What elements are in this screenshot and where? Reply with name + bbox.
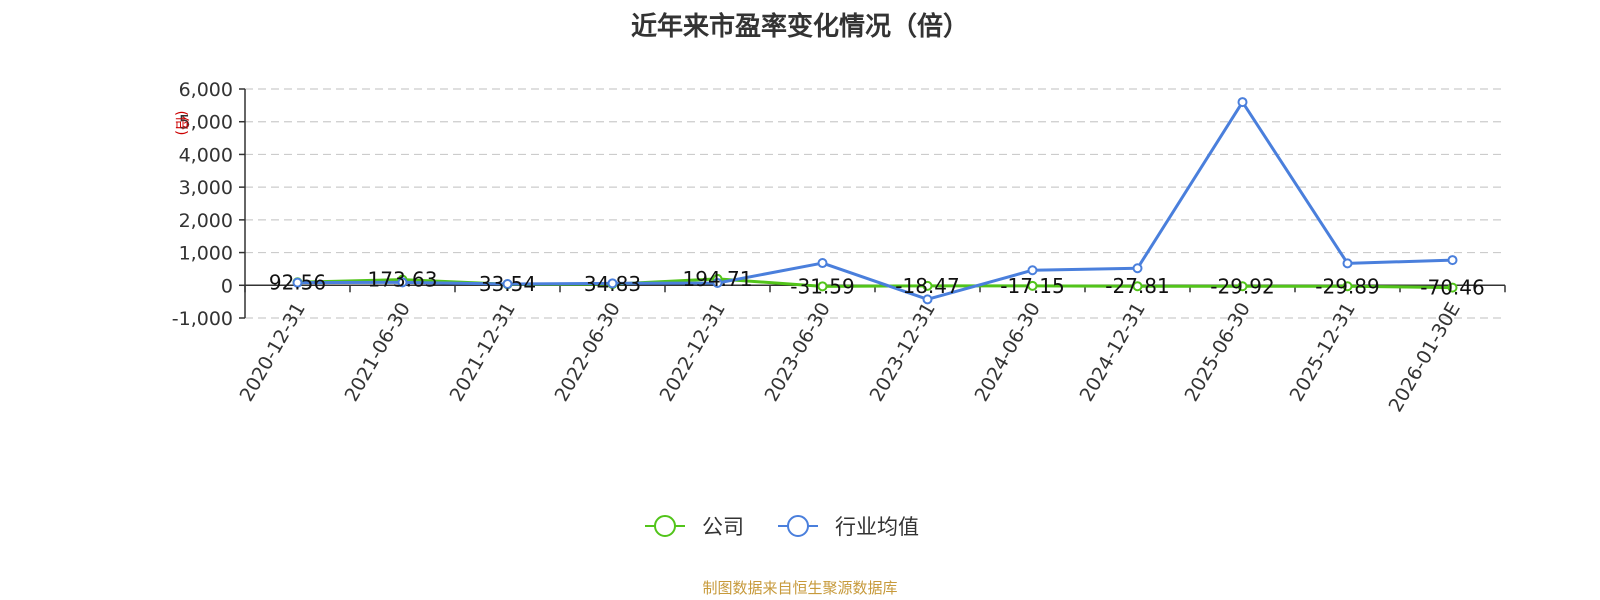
data-label: -27.81: [1105, 274, 1169, 298]
data-point: [397, 277, 408, 288]
x-tick-label: 2021-06-30: [341, 299, 415, 406]
x-tick-label: 2024-06-30: [971, 299, 1045, 406]
data-label: 173.63: [368, 268, 438, 292]
y-tick-label: 2,000: [179, 210, 233, 232]
data-point: [1342, 258, 1353, 269]
data-point: [292, 277, 303, 288]
y-tick-label: 3,000: [179, 177, 233, 199]
legend-label: 公司: [702, 515, 744, 539]
x-tick-label: 2023-06-30: [761, 299, 835, 406]
data-point: [712, 277, 723, 288]
data-label: 194.71: [683, 267, 753, 291]
data-label: -70.46: [1420, 276, 1484, 300]
legend-swatch-marker: [654, 515, 676, 537]
data-point: [1132, 263, 1143, 274]
x-tick-label: 2022-12-31: [656, 299, 730, 406]
x-tick-label: 2026-01-30E: [1385, 299, 1465, 416]
y-tick-label: 1,000: [179, 243, 233, 265]
data-point: [1237, 281, 1248, 292]
data-label: -31.59: [790, 274, 854, 298]
axes: -1,000 0 1,000 2,000 3,000 4,000 5,000 6,000 202…: [172, 79, 1506, 416]
y-tick-label: 5,000: [179, 112, 233, 134]
data-point: [922, 280, 933, 291]
data-point: [1447, 255, 1458, 266]
data-point: [1447, 282, 1458, 293]
series-lines: [297, 100, 1453, 301]
y-tick-label: -1,000: [172, 308, 233, 330]
legend: 公司 行业均值: [645, 515, 919, 539]
series-points: [292, 97, 1458, 305]
data-point: [922, 294, 933, 305]
data-point: [1027, 265, 1038, 276]
y-tick-label: 4,000: [179, 144, 233, 166]
x-tick-label: 2025-06-30: [1181, 299, 1255, 406]
grid-lines: [245, 88, 1505, 319]
data-label: -29.89: [1315, 274, 1379, 298]
y-tick-label: 0: [221, 275, 233, 297]
data-label: 92.56: [269, 270, 326, 294]
x-tick-label: 2025-12-31: [1286, 299, 1360, 406]
data-point: [817, 281, 828, 292]
x-tick-label: 2021-12-31: [446, 299, 520, 406]
data-label: 34.83: [584, 272, 641, 296]
series-line-1: [297, 100, 1453, 301]
data-point: [502, 278, 513, 289]
data-point: [1027, 280, 1038, 291]
data-point: [607, 278, 618, 289]
legend-swatch-marker: [787, 515, 809, 537]
data-point: [1342, 281, 1353, 292]
data-point: [1237, 97, 1248, 108]
x-tick-label: 2020-12-31: [236, 299, 310, 406]
data-labels: 92.56 173.63 33.54 34.83 194.71 -31.59 -18.47 -…: [269, 267, 1485, 300]
y-axis-unit-label: (倍): [173, 111, 189, 136]
data-label: 33.54: [479, 272, 536, 296]
chart-title: 近年来市盈率变化情况（倍）: [630, 12, 969, 42]
data-label: -17.15: [1000, 274, 1064, 298]
data-point: [817, 258, 828, 269]
legend-label: 行业均值: [835, 515, 919, 539]
data-label: -29.92: [1210, 274, 1274, 298]
data-label: -18.47: [895, 274, 959, 298]
x-tick-label: 2023-12-31: [866, 299, 940, 406]
x-tick-label: 2024-12-31: [1076, 299, 1150, 406]
y-tick-label: 6,000: [179, 79, 233, 101]
data-point: [1132, 281, 1143, 292]
source-note: 制图数据来自恒生聚源数据库: [702, 579, 898, 597]
x-tick-label: 2022-06-30: [551, 299, 625, 406]
